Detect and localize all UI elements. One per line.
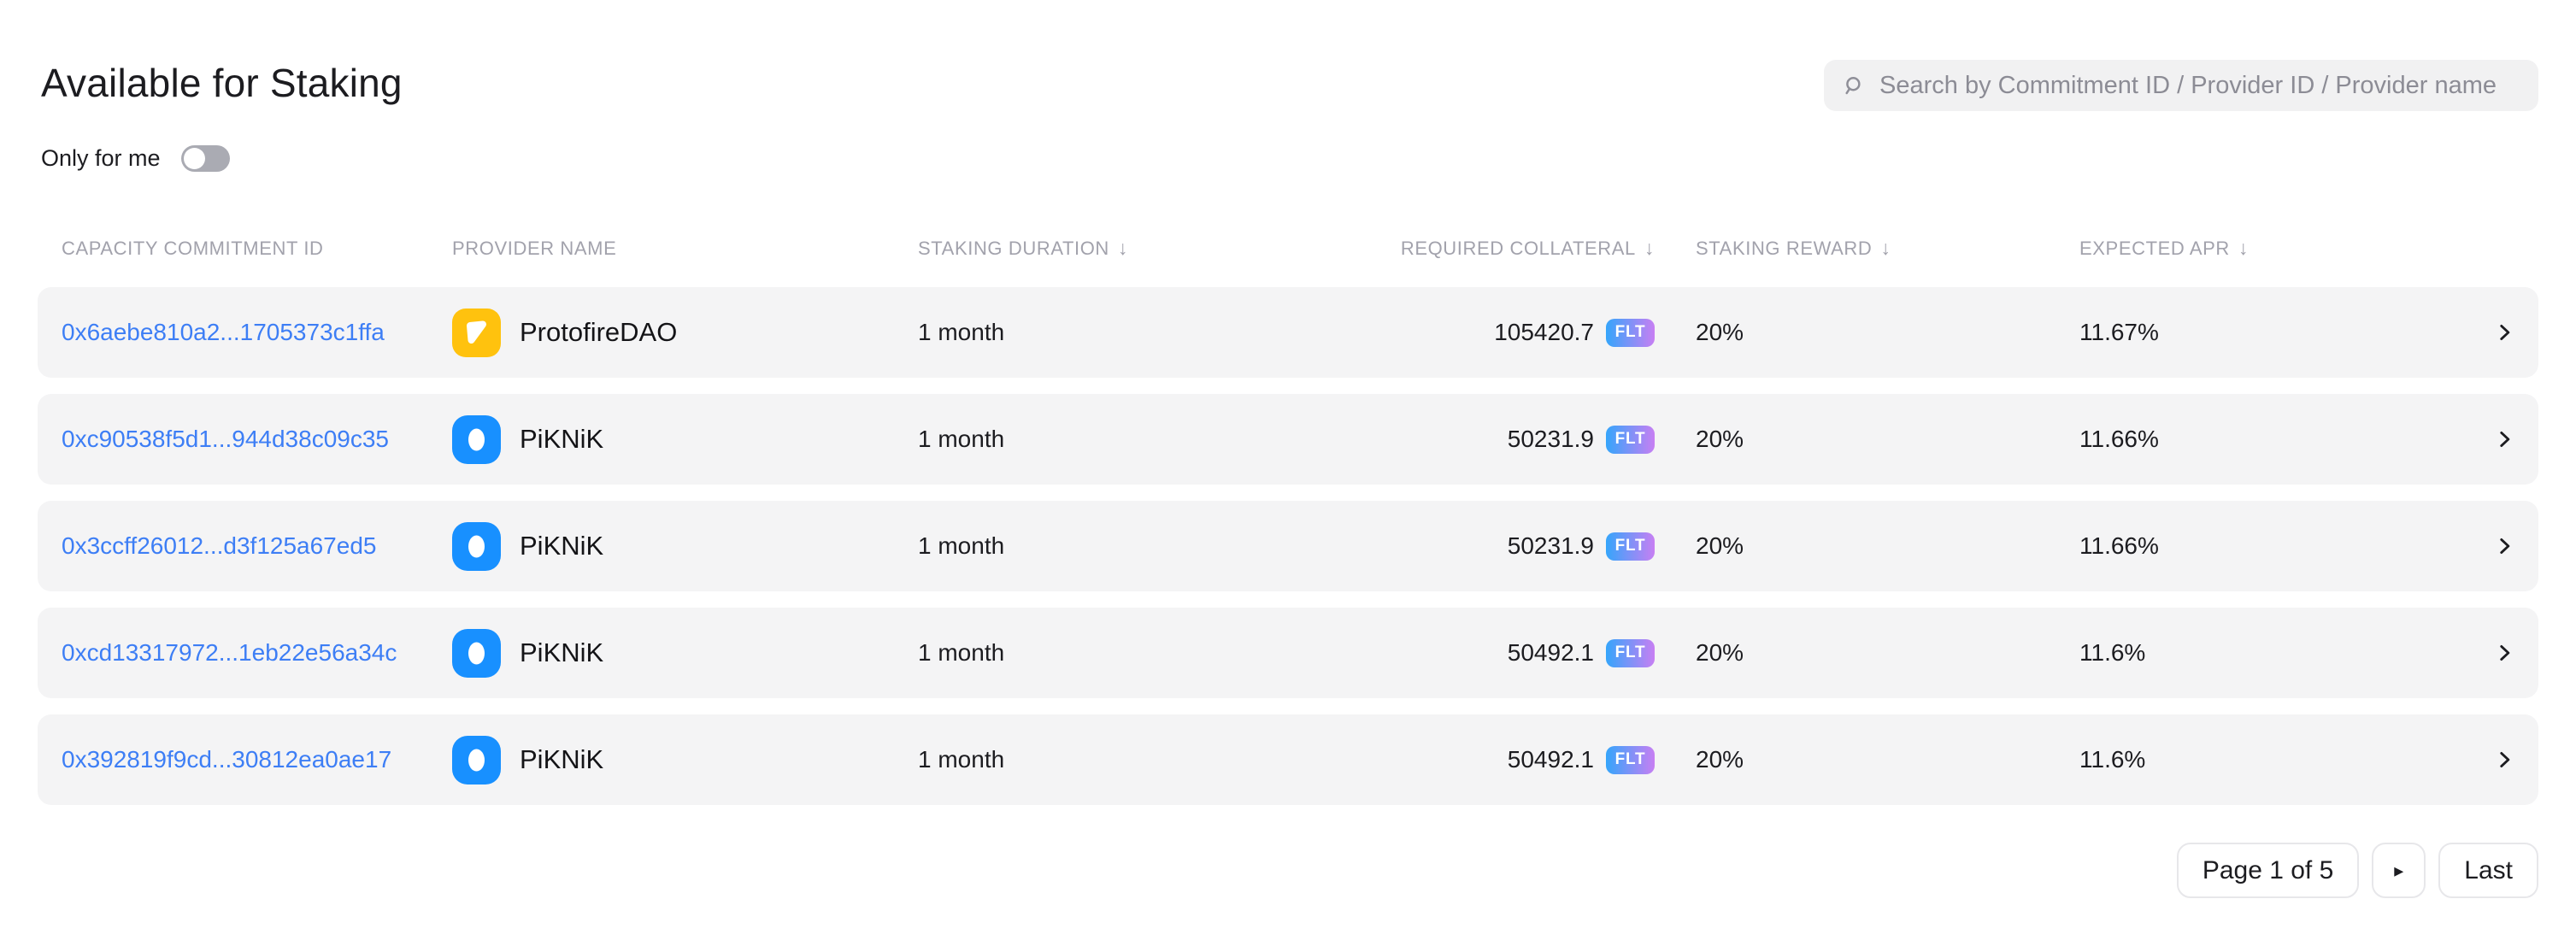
table-row[interactable]: 0x3ccff26012...d3f125a67ed5 PiKNiK 1 mon… [38, 501, 2538, 591]
staking-duration-value: 1 month [918, 639, 1005, 666]
table-row[interactable]: 0xc90538f5d1...944d38c09c35 PiKNiK 1 mon… [38, 394, 2538, 485]
sort-down-icon[interactable]: ↓ [1644, 237, 1655, 259]
page-header: Available for Staking [38, 60, 2538, 111]
chevron-right-icon[interactable] [2493, 321, 2515, 344]
table-row[interactable]: 0x6aebe810a2...1705373c1ffa ProtofireDAO… [38, 287, 2538, 378]
available-for-staking-page: Available for Staking Only for me CAPACI… [38, 60, 2538, 898]
sort-down-icon[interactable]: ↓ [1880, 237, 1891, 259]
header-label: EXPECTED APR [2079, 237, 2230, 259]
sort-down-icon[interactable]: ↓ [1117, 237, 1129, 259]
page-title: Available for Staking [41, 61, 403, 105]
staking-reward-value: 20% [1696, 532, 1744, 559]
header-label: STAKING DURATION [918, 237, 1109, 259]
flt-token-badge: FLT [1606, 638, 1655, 667]
commitment-id-link[interactable]: 0xcd13317972...1eb22e56a34c [62, 639, 397, 666]
toggle-knob [183, 148, 205, 169]
collateral-value: 50492.1 [1507, 746, 1594, 773]
search-icon [1845, 76, 1861, 94]
header-expected-apr[interactable]: EXPECTED APR ↓ [2038, 237, 2470, 260]
chevron-right-icon[interactable] [2493, 642, 2515, 664]
table-row[interactable]: 0x392819f9cd...30812ea0ae17 PiKNiK 1 mon… [38, 714, 2538, 805]
expected-apr-value: 11.6% [2079, 639, 2146, 666]
flt-token-badge: FLT [1606, 532, 1655, 561]
provider-name: PiKNiK [520, 638, 604, 667]
header-provider-name: PROVIDER NAME [452, 238, 918, 260]
collateral-value: 50231.9 [1507, 426, 1594, 452]
staking-duration-value: 1 month [918, 532, 1005, 559]
chevron-right-icon[interactable] [2493, 749, 2515, 771]
table-row[interactable]: 0xcd13317972...1eb22e56a34c PiKNiK 1 mon… [38, 608, 2538, 698]
provider-logo-protofire-icon [452, 308, 501, 357]
staking-duration-value: 1 month [918, 746, 1005, 773]
provider-name: PiKNiK [520, 531, 604, 561]
staking-duration-value: 1 month [918, 426, 1005, 452]
flt-token-badge: FLT [1606, 425, 1655, 454]
collateral-value: 50492.1 [1507, 639, 1594, 666]
provider-logo-piknik-icon [452, 414, 501, 464]
expected-apr-value: 11.6% [2079, 746, 2146, 773]
chevron-right-icon[interactable] [2493, 535, 2515, 557]
expected-apr-value: 11.66% [2079, 426, 2159, 452]
header-capacity-commitment-id: CAPACITY COMMITMENT ID [38, 238, 452, 260]
next-page-icon: ▸ [2394, 859, 2404, 881]
next-page-button[interactable]: ▸ [2372, 843, 2426, 898]
header-required-collateral[interactable]: REQUIRED COLLATERAL ↓ [1268, 237, 1655, 260]
staking-duration-value: 1 month [918, 319, 1005, 345]
header-staking-reward[interactable]: STAKING REWARD ↓ [1655, 237, 2038, 260]
page-indicator-button[interactable]: Page 1 of 5 [2176, 843, 2360, 898]
commitment-id-link[interactable]: 0xc90538f5d1...944d38c09c35 [62, 426, 389, 452]
provider-logo-piknik-icon [452, 521, 501, 571]
collateral-value: 50231.9 [1507, 532, 1594, 559]
staking-table: 0x6aebe810a2...1705373c1ffa ProtofireDAO… [38, 287, 2538, 805]
pagination: Page 1 of 5 ▸ Last [38, 843, 2538, 898]
provider-name: ProtofireDAO [520, 317, 678, 347]
provider-name: PiKNiK [520, 424, 604, 454]
header-label: REQUIRED COLLATERAL [1400, 237, 1636, 259]
staking-reward-value: 20% [1696, 319, 1744, 345]
flt-token-badge: FLT [1606, 318, 1655, 347]
header-label: CAPACITY COMMITMENT ID [62, 237, 324, 259]
only-for-me-label: Only for me [41, 145, 161, 171]
last-page-button[interactable]: Last [2438, 843, 2538, 898]
commitment-id-link[interactable]: 0x3ccff26012...d3f125a67ed5 [62, 532, 377, 559]
only-for-me-row: Only for me [38, 145, 2538, 172]
header-staking-duration[interactable]: STAKING DURATION ↓ [918, 237, 1268, 260]
expected-apr-value: 11.66% [2079, 532, 2159, 559]
only-for-me-toggle[interactable] [180, 145, 230, 172]
flt-token-badge: FLT [1606, 745, 1655, 774]
search-input[interactable] [1879, 71, 2520, 100]
commitment-id-link[interactable]: 0x6aebe810a2...1705373c1ffa [62, 319, 385, 345]
staking-reward-value: 20% [1696, 426, 1744, 452]
search-box[interactable] [1824, 60, 2538, 111]
provider-name: PiKNiK [520, 744, 604, 774]
provider-logo-piknik-icon [452, 628, 501, 678]
header-label: STAKING REWARD [1696, 237, 1873, 259]
staking-reward-value: 20% [1696, 639, 1744, 666]
chevron-right-icon[interactable] [2493, 428, 2515, 450]
expected-apr-value: 11.67% [2079, 319, 2159, 345]
commitment-id-link[interactable]: 0x392819f9cd...30812ea0ae17 [62, 746, 392, 773]
provider-logo-piknik-icon [452, 735, 501, 785]
table-header-row: CAPACITY COMMITMENT ID PROVIDER NAME STA… [38, 237, 2538, 260]
staking-reward-value: 20% [1696, 746, 1744, 773]
collateral-value: 105420.7 [1494, 319, 1594, 345]
sort-down-icon[interactable]: ↓ [2238, 237, 2250, 259]
header-label: PROVIDER NAME [452, 237, 617, 259]
